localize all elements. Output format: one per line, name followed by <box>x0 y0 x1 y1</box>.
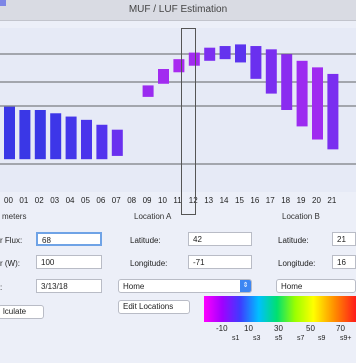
hour-label-13: 13 <box>204 196 214 205</box>
flux-field[interactable]: 68 <box>36 232 102 246</box>
bar-hour-03 <box>50 113 62 160</box>
power-field[interactable]: 100 <box>36 255 102 269</box>
location-a-latitude-label: Latitude: <box>130 236 161 245</box>
hour-label-06: 06 <box>96 196 106 205</box>
hour-label-21: 21 <box>327 196 337 205</box>
bar-hour-20 <box>312 67 323 140</box>
location-a-longitude-field[interactable]: -71 <box>188 255 252 269</box>
hour-label-19: 19 <box>296 196 306 205</box>
bar-hour-07 <box>111 129 123 156</box>
location-a-preset-value: Home <box>123 282 145 291</box>
bar-hour-10 <box>158 69 169 84</box>
hour-label-12: 12 <box>188 196 198 205</box>
scale-sub-1: s3 <box>253 335 261 342</box>
hour-label-03: 03 <box>50 196 60 205</box>
hour-label-11: 11 <box>173 196 182 205</box>
color-scale-sublabels: s1 s3 s5 s7 s9 s9+ <box>204 335 356 345</box>
hour-label-08: 08 <box>127 196 137 205</box>
edit-locations-button[interactable]: Edit Locations <box>118 300 190 314</box>
color-scale-labels: -10 10 30 50 70 <box>204 324 356 334</box>
location-a-header: Location A <box>134 212 172 221</box>
bar-hour-09 <box>142 85 154 97</box>
location-b-latitude-field[interactable]: 21 <box>332 232 356 246</box>
bar-hour-17 <box>265 49 277 94</box>
hour-label-00: 00 <box>4 196 13 205</box>
hour-label-15: 15 <box>235 196 244 205</box>
location-a-latitude-field[interactable]: 42 <box>188 232 252 246</box>
scale-label-3: 50 <box>306 324 315 333</box>
hour-label-16: 16 <box>250 196 260 205</box>
hour-label-14: 14 <box>219 196 229 205</box>
bar-hour-06 <box>96 124 108 160</box>
updown-chevron-icon: ⇕ <box>240 280 251 292</box>
calculate-button[interactable]: lculate <box>0 305 44 319</box>
scale-sub-0: s1 <box>232 335 240 342</box>
muf-luf-chart <box>0 28 356 192</box>
bar-hour-13 <box>204 47 216 61</box>
bar-hour-01 <box>19 110 31 160</box>
hour-label-18: 18 <box>281 196 291 205</box>
scale-label-4: 70 <box>336 324 345 333</box>
bar-hour-14 <box>219 46 231 60</box>
bar-hour-19 <box>296 60 308 127</box>
bar-hour-21 <box>327 73 339 150</box>
location-b-preset-value: Home <box>281 282 303 291</box>
flux-label: r Flux: <box>0 236 23 245</box>
color-scale-gradient <box>204 296 356 322</box>
chart-plot <box>0 44 356 165</box>
bar-hour-02 <box>34 110 46 160</box>
scale-sub-5: s9+ <box>340 335 352 342</box>
window-corner <box>0 0 6 6</box>
window-title: MUF / LUF Estimation <box>128 4 228 15</box>
hour-label-04: 04 <box>65 196 75 205</box>
bar-hour-18 <box>281 54 293 110</box>
location-b-header: Location B <box>282 212 320 221</box>
parameters-header: meters <box>2 212 27 221</box>
bar-hour-12 <box>188 52 200 66</box>
hour-label-17: 17 <box>265 196 275 205</box>
power-label: r (W): <box>0 259 20 268</box>
date-label: : <box>0 283 3 292</box>
scale-label-0: -10 <box>216 324 228 333</box>
bar-hour-16 <box>250 46 262 79</box>
location-b-longitude-label: Longitude: <box>278 259 316 268</box>
bar-hour-11 <box>173 59 185 73</box>
bar-hour-00 <box>4 106 15 160</box>
bar-hour-04 <box>65 116 77 160</box>
hour-label-09: 09 <box>142 196 152 205</box>
location-a-longitude-label: Longitude: <box>130 259 168 268</box>
window-titlebar: MUF / LUF Estimation <box>0 0 356 21</box>
location-b-preset-popup[interactable]: Home <box>276 279 356 293</box>
scale-sub-4: s9 <box>318 335 326 342</box>
scale-label-2: 30 <box>274 324 283 333</box>
scale-sub-2: s5 <box>275 335 283 342</box>
location-b-latitude-label: Latitude: <box>278 236 309 245</box>
hour-label-20: 20 <box>312 196 321 205</box>
location-b-longitude-field[interactable]: 16 <box>332 255 356 269</box>
hour-label-05: 05 <box>81 196 90 205</box>
hour-axis: 00 01 02 03 04 05 06 07 08 09 10 11 12 13 14 15 16 17 18 19… <box>0 196 356 208</box>
hour-label-07: 07 <box>111 196 121 205</box>
hour-label-01: 01 <box>19 196 29 205</box>
hour-label-02: 02 <box>34 196 44 205</box>
scale-label-1: 10 <box>244 324 253 333</box>
scale-sub-3: s7 <box>297 335 305 342</box>
location-a-preset-popup[interactable]: Home ⇕ <box>118 279 252 293</box>
date-field[interactable]: 3/13/18 <box>36 279 102 293</box>
bar-hour-05 <box>81 119 92 160</box>
bar-hour-15 <box>235 44 246 63</box>
hour-label-10: 10 <box>158 196 167 205</box>
